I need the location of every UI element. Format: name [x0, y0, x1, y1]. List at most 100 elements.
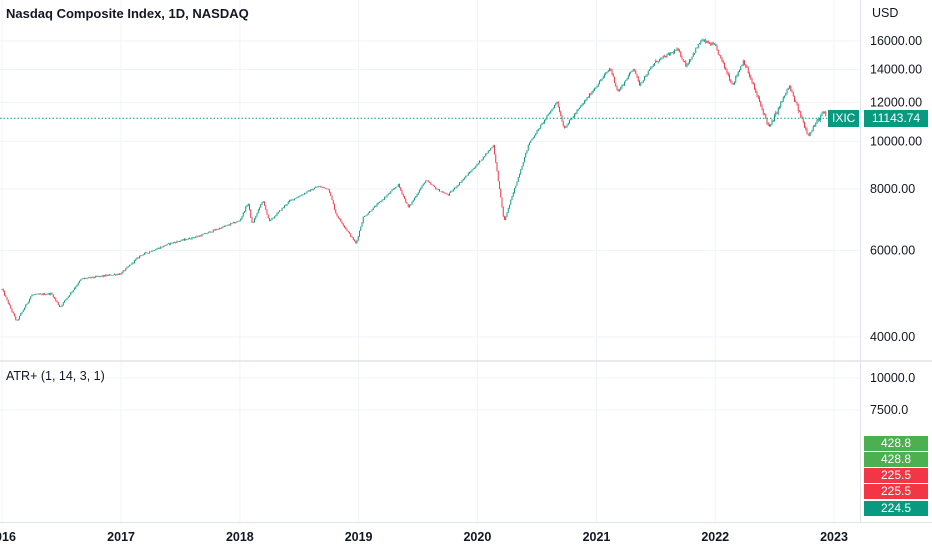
candle-body [805, 127, 807, 130]
candle-body [794, 96, 795, 102]
candle-body [76, 285, 78, 287]
candle-body [512, 192, 514, 197]
candle-body [389, 193, 390, 194]
candle-body [345, 227, 347, 229]
candle-body [355, 241, 357, 244]
candle-body [189, 238, 190, 240]
candle-body [755, 88, 757, 93]
candle-body [534, 135, 535, 138]
candle-body [675, 50, 677, 52]
candle-body [647, 70, 649, 75]
candle-body [471, 169, 473, 172]
candle-body [17, 319, 19, 321]
candle-body [522, 162, 524, 167]
candle-body [381, 199, 383, 202]
candle-body [160, 246, 162, 249]
candle-body [714, 44, 715, 45]
candle-body [140, 255, 142, 256]
candle-body [470, 171, 472, 173]
candle-body [796, 101, 798, 105]
candle-body [587, 97, 589, 98]
indicator-title[interactable]: ATR+ (1, 14, 3, 1) [6, 369, 105, 383]
candle-body [225, 225, 227, 227]
candle-body [759, 97, 760, 102]
candle-body [594, 88, 595, 91]
candle-body [261, 202, 263, 205]
candle-body [231, 223, 233, 224]
candle-body [787, 87, 789, 90]
candle-body [559, 106, 560, 112]
candle-body [432, 184, 434, 186]
candle-body [531, 138, 533, 141]
candle-body [145, 252, 147, 254]
candle-body [54, 297, 55, 299]
candle-body [685, 61, 687, 67]
candle-body [494, 145, 495, 155]
candle-body [335, 209, 337, 214]
candle-body [595, 87, 597, 89]
candle-body [506, 212, 508, 217]
candle-body [666, 54, 668, 58]
candle-body [87, 277, 89, 279]
candle-body [301, 194, 303, 196]
candle-body [192, 237, 194, 238]
candle-body [245, 206, 247, 212]
candle-body [67, 296, 69, 299]
candle-body [66, 298, 68, 300]
candle-body [696, 47, 698, 49]
candle-body [91, 276, 93, 278]
candle-body [689, 60, 690, 64]
candle-body [397, 184, 399, 187]
candle-body [601, 78, 603, 81]
candle-body [29, 298, 30, 302]
candle-body [725, 67, 727, 70]
candle-body [255, 216, 257, 219]
candle-body [40, 293, 42, 295]
candle-body [410, 204, 412, 206]
candle-body [414, 197, 415, 201]
x-tick-label: 2016 [0, 530, 16, 544]
candle-body [809, 134, 810, 135]
candle-body [126, 267, 128, 269]
candle-body [444, 192, 445, 194]
candle-body [354, 239, 355, 242]
candle-body [206, 233, 208, 234]
candle-body [509, 204, 510, 209]
candle-body [415, 196, 417, 198]
candle-body [14, 313, 15, 317]
x-tick-label: 2018 [226, 530, 254, 544]
candle-body [326, 188, 328, 190]
candle-body [731, 82, 733, 84]
candle-body [425, 180, 427, 183]
candle-body [132, 262, 134, 264]
candle-body [644, 76, 645, 81]
candle-body [276, 213, 278, 216]
candle-body [807, 133, 809, 135]
candle-body [69, 295, 70, 297]
candle-body [387, 193, 389, 196]
candle-body [285, 205, 287, 206]
grid-layer [0, 0, 860, 522]
candle-body [135, 259, 137, 261]
candle-body [166, 244, 168, 246]
candle-body [304, 193, 305, 195]
candles-layer [1, 38, 827, 321]
candle-body [624, 81, 625, 86]
candle-body [311, 189, 313, 191]
candle-body [439, 189, 440, 192]
candle-body [174, 242, 175, 243]
candle-body [800, 111, 802, 118]
candle-body [734, 81, 735, 85]
candle-body [101, 275, 103, 277]
candle-body [617, 89, 619, 92]
candle-body [477, 163, 479, 165]
candle-body [260, 204, 262, 208]
candle-body [411, 201, 413, 205]
candle-body [619, 89, 620, 92]
candle-body [130, 264, 132, 266]
candle-body [100, 275, 102, 277]
candle-body [524, 157, 525, 163]
candle-body [162, 245, 164, 248]
candle-body [529, 142, 530, 146]
